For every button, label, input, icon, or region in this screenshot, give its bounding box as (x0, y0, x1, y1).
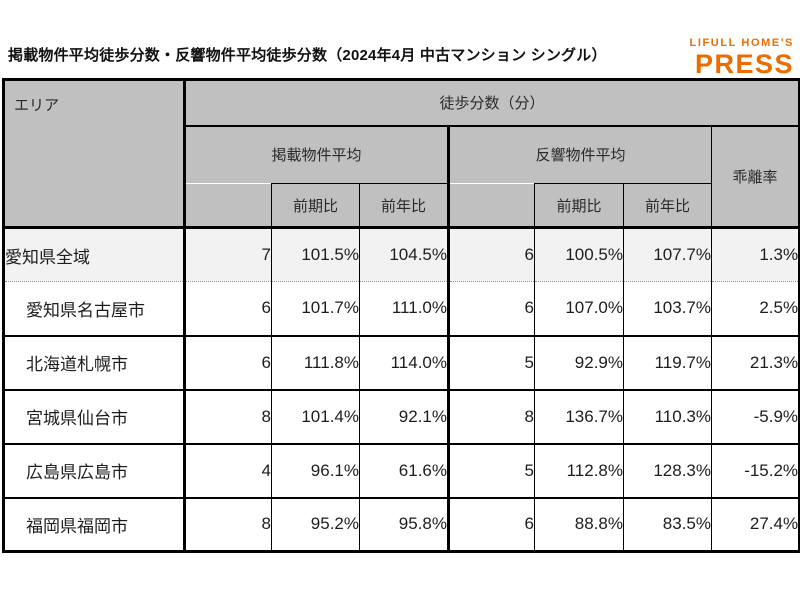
page-title: 掲載物件平均徒歩分数・反響物件平均徒歩分数（2024年4月 中古マンション シン… (8, 47, 607, 64)
response-prev-year-cell: 128.3% (623, 442, 712, 498)
listed-prev-year-cell: 61.6% (359, 442, 449, 498)
table-row: 宮城県仙台市 8 101.4% 92.1% 8 136.7% 110.3% -5… (3, 388, 800, 444)
logo-text-lifull-homes: LIFULL HOME'S (689, 37, 794, 49)
listed-avg-cell: 8 (183, 388, 272, 444)
listed-prev-year-cell: 114.0% (359, 334, 449, 390)
response-prev-period-cell: 112.8% (534, 442, 624, 498)
listed-prev-year-cell: 104.5% (359, 226, 449, 282)
table-row: 愛知県全域 7 101.5% 104.5% 6 100.5% 107.7% 1.… (3, 226, 800, 282)
response-prev-period-cell: 107.0% (534, 281, 624, 336)
listed-prev-period-cell: 96.1% (271, 442, 360, 498)
response-prev-year-cell: 103.7% (623, 281, 712, 336)
response-avg-cell: 8 (447, 388, 535, 444)
area-cell: 愛知県名古屋市 (3, 281, 185, 336)
area-cell: 広島県広島市 (3, 442, 185, 498)
header-spacer-listed (183, 183, 272, 228)
listed-prev-period-cell: 101.5% (271, 226, 360, 282)
response-prev-period-cell: 100.5% (534, 226, 624, 282)
listed-avg-cell: 6 (183, 281, 272, 336)
header-row-3: 前期比 前年比 前期比 前年比 (4, 183, 800, 228)
listed-prev-period-cell: 111.8% (271, 334, 360, 390)
listed-prev-period-cell: 101.4% (271, 388, 360, 444)
listed-prev-year-cell: 111.0% (359, 281, 449, 336)
listed-avg-cell: 7 (183, 226, 272, 282)
column-header-response-prev-period: 前期比 (534, 183, 624, 228)
column-header-listed-prev-period: 前期比 (271, 183, 360, 228)
area-cell: 宮城県仙台市 (3, 388, 185, 444)
area-cell: 愛知県全域 (3, 226, 185, 282)
column-header-response-average: 反響物件平均 (447, 125, 712, 184)
response-prev-period-cell: 88.8% (534, 496, 624, 552)
response-prev-year-cell: 83.5% (623, 496, 712, 552)
response-prev-period-cell: 92.9% (534, 334, 624, 390)
area-cell: 北海道札幌市 (3, 334, 185, 390)
response-avg-cell: 6 (447, 281, 535, 336)
response-prev-period-cell: 136.7% (534, 388, 624, 444)
column-header-listed-prev-year: 前年比 (359, 183, 449, 228)
column-header-response-prev-year: 前年比 (623, 183, 712, 228)
header-spacer-response (447, 183, 535, 228)
listed-prev-year-cell: 95.8% (359, 496, 449, 552)
deviation-cell: -15.2% (710, 442, 800, 498)
listed-prev-period-cell: 95.2% (271, 496, 360, 552)
listed-avg-cell: 6 (183, 334, 272, 390)
deviation-cell: 27.4% (710, 496, 800, 552)
deviation-cell: 2.5% (710, 281, 800, 336)
column-header-deviation: 乖離率 (710, 125, 800, 228)
table-row: 北海道札幌市 6 111.8% 114.0% 5 92.9% 119.7% 21… (3, 334, 800, 390)
response-avg-cell: 6 (447, 226, 535, 282)
response-prev-year-cell: 107.7% (623, 226, 712, 282)
logo-text-press: PRESS (694, 49, 794, 80)
table-row: 福岡県福岡市 8 95.2% 95.8% 6 88.8% 83.5% 27.4% (3, 496, 800, 552)
table-row: 愛知県名古屋市 6 101.7% 111.0% 6 107.0% 103.7% … (3, 281, 800, 336)
area-cell: 福岡県福岡市 (3, 496, 185, 552)
listed-avg-cell: 4 (183, 442, 272, 498)
listed-prev-year-cell: 92.1% (359, 388, 449, 444)
deviation-cell: -5.9% (710, 388, 800, 444)
header-row-2: 掲載物件平均 反響物件平均 乖離率 (4, 125, 800, 228)
lifull-homes-press-logo: LIFULL HOME'S PRESS (690, 37, 795, 78)
column-header-listed-average: 掲載物件平均 (183, 125, 449, 184)
response-avg-cell: 6 (447, 496, 535, 552)
table-row: 広島県広島市 4 96.1% 61.6% 5 112.8% 128.3% -15… (3, 442, 800, 498)
response-avg-cell: 5 (447, 442, 535, 498)
listed-prev-period-cell: 101.7% (271, 281, 360, 336)
response-avg-cell: 5 (447, 334, 535, 390)
response-prev-year-cell: 119.7% (623, 334, 712, 390)
listed-avg-cell: 8 (183, 496, 272, 552)
response-prev-year-cell: 110.3% (623, 388, 712, 444)
deviation-cell: 21.3% (710, 334, 800, 390)
walk-score-table: エリア 徒歩分数（分） 掲載物件平均 反響物件平均 乖離率 前期比 前年比 前期… (2, 78, 800, 553)
column-header-walk-score: 徒歩分数（分） (182, 79, 800, 127)
column-header-area: エリア (3, 79, 185, 228)
deviation-cell: 1.3% (710, 226, 800, 282)
header-row-1: エリア 徒歩分数（分） (3, 79, 800, 228)
